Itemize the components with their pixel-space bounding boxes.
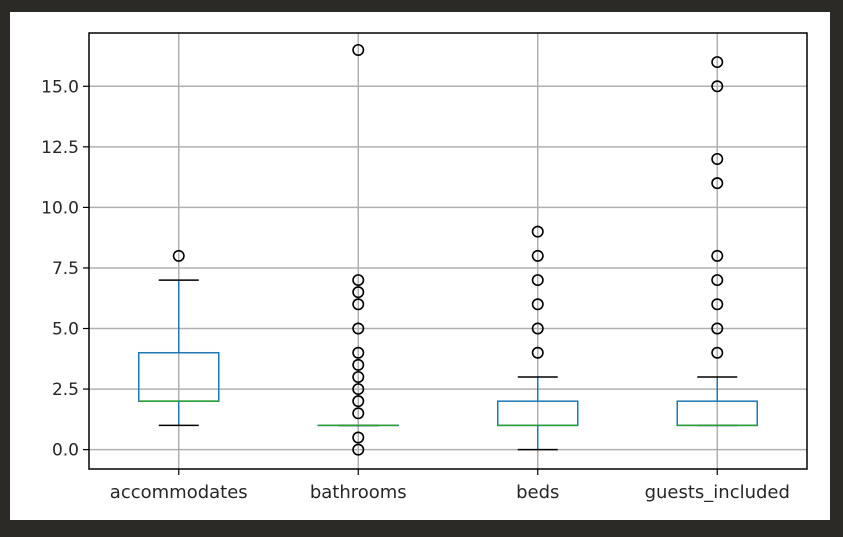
- y-tick-label: 7.5: [52, 259, 79, 279]
- outlier-point: [352, 274, 365, 287]
- outlier-point: [531, 249, 544, 262]
- axis-layer: 0.0 2.5 5.0 7.5 10.0 12.5 15.0 accommodates bath…: [41, 77, 790, 503]
- outlier-point: [352, 431, 365, 444]
- outlier-point: [711, 152, 724, 165]
- outlier-point: [352, 358, 365, 371]
- outlier-point: [711, 249, 724, 262]
- y-tick-label: 2.5: [52, 380, 79, 400]
- box-group: [676, 56, 758, 427]
- outlier-point: [711, 274, 724, 287]
- chart-figure: 0.0 2.5 5.0 7.5 10.0 12.5 15.0 accommodates bath…: [10, 12, 830, 520]
- y-tick-label: 10.0: [41, 198, 79, 218]
- outlier-point: [711, 298, 724, 311]
- x-category-label: bathrooms: [310, 482, 407, 503]
- outlier-point: [352, 43, 365, 56]
- outlier-point: [352, 443, 365, 456]
- outlier-point: [352, 286, 365, 299]
- outlier-point: [531, 346, 544, 359]
- plot-layer: [138, 43, 758, 456]
- y-tick-label: 12.5: [41, 138, 79, 158]
- outlier-point: [352, 383, 365, 396]
- plot-frame: [88, 32, 808, 470]
- x-category-label: beds: [516, 482, 559, 503]
- x-category-label: accommodates: [110, 482, 248, 503]
- grid-layer: [89, 33, 807, 469]
- outlier-point: [711, 56, 724, 69]
- outlier-point: [352, 370, 365, 383]
- outlier-point: [352, 346, 365, 359]
- box-group: [497, 225, 579, 451]
- outlier-point: [352, 298, 365, 311]
- outlier-point: [711, 346, 724, 359]
- outlier-point: [711, 177, 724, 190]
- box-group: [138, 249, 220, 427]
- boxplot-chart: 0.0 2.5 5.0 7.5 10.0 12.5 15.0 accommodates bath…: [41, 32, 808, 503]
- outlier-point: [531, 274, 544, 287]
- y-tick-label: 5.0: [52, 320, 79, 340]
- outlier-point: [711, 322, 724, 335]
- outlier-point: [531, 225, 544, 238]
- outlier-point: [531, 322, 544, 335]
- y-tick-label: 0.0: [52, 441, 79, 461]
- outlier-point: [172, 249, 185, 262]
- box-group: [317, 43, 399, 456]
- outlier-point: [711, 80, 724, 93]
- outlier-point: [352, 322, 365, 335]
- outlier-point: [531, 298, 544, 311]
- outlier-point: [352, 407, 365, 420]
- outlier-point: [352, 395, 365, 408]
- x-category-label: guests_included: [645, 482, 790, 503]
- y-tick-label: 15.0: [41, 77, 79, 97]
